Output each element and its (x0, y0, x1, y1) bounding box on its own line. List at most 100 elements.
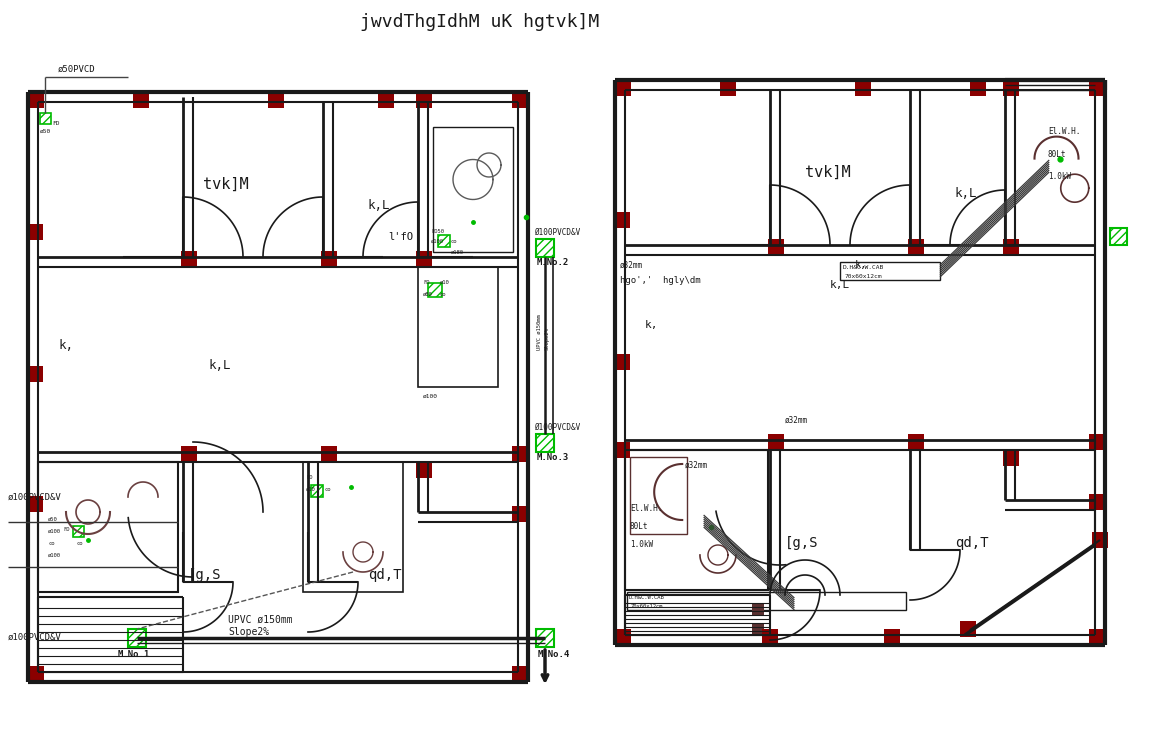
Bar (311, 485, 322, 497)
Text: hgo','  hgly\dm: hgo',' hgly\dm (619, 276, 701, 285)
Text: ø80: ø80 (423, 292, 433, 297)
Text: l'fO: l'fO (387, 232, 413, 242)
Bar (1089, 629, 1105, 645)
Text: co: co (48, 541, 55, 546)
Text: tvk]M: tvk]M (805, 165, 850, 180)
Text: jwvdThgIdhM uK hgtvk]M: jwvdThgIdhM uK hgtvk]M (360, 13, 600, 31)
Bar (27, 666, 44, 682)
Bar (614, 80, 631, 96)
Text: UPVC ø150mm: UPVC ø150mm (537, 314, 542, 349)
Bar (1092, 532, 1108, 548)
Bar (625, 450, 768, 590)
Bar (133, 92, 148, 108)
Text: ø10: ø10 (440, 280, 450, 285)
Bar (1003, 239, 1018, 255)
Text: k,: k, (58, 339, 73, 352)
Bar (768, 239, 784, 255)
Bar (27, 496, 43, 512)
Text: FD50: FD50 (432, 229, 444, 234)
Bar (512, 506, 528, 522)
Bar (39, 113, 51, 124)
Bar (614, 442, 630, 458)
Text: ø10: ø10 (306, 487, 316, 492)
Bar (512, 92, 529, 108)
Bar (970, 80, 986, 96)
Text: ø180: ø180 (451, 250, 464, 255)
Bar (438, 235, 450, 247)
Bar (416, 92, 432, 108)
Bar (416, 251, 432, 267)
Text: Ø100PVCD&V: Ø100PVCD&V (534, 423, 580, 432)
Bar (614, 354, 630, 370)
Bar (768, 434, 784, 450)
Text: 1.0kW: 1.0kW (1047, 172, 1071, 181)
Bar (512, 446, 528, 462)
Bar (27, 92, 44, 108)
Bar (321, 251, 338, 267)
Bar (428, 283, 442, 297)
Text: Ø100PVCD&V: Ø100PVCD&V (534, 228, 580, 237)
Text: 80Lt: 80Lt (630, 522, 648, 531)
Bar (960, 621, 976, 637)
Bar (512, 666, 529, 682)
Text: D.H&C.W.CAB: D.H&C.W.CAB (843, 265, 884, 270)
Text: ø32mm: ø32mm (785, 416, 809, 425)
Text: El.W.H.: El.W.H. (630, 504, 662, 513)
Bar (181, 251, 197, 267)
Bar (378, 92, 394, 108)
Text: k,: k, (645, 320, 659, 330)
Text: Slope2%: Slope2% (545, 327, 550, 349)
Text: El.W.H.: El.W.H. (1047, 127, 1080, 136)
Bar (1003, 450, 1018, 466)
Bar (536, 434, 554, 452)
Text: co: co (440, 292, 447, 297)
Bar (38, 462, 177, 592)
Bar (536, 239, 554, 257)
Bar (855, 80, 871, 96)
Text: qd,T: qd,T (955, 536, 988, 550)
Bar (1110, 228, 1128, 245)
Bar (27, 224, 43, 240)
Text: M.No.4: M.No.4 (538, 650, 571, 659)
Bar (752, 623, 764, 635)
Text: M.No.2: M.No.2 (537, 258, 570, 267)
Text: k,L: k,L (831, 280, 850, 290)
Text: M.No.1: M.No.1 (118, 650, 151, 659)
Text: 80Lt: 80Lt (1047, 149, 1066, 158)
Text: qd,T: qd,T (368, 568, 401, 582)
Bar (840, 262, 940, 280)
Text: FD: FD (423, 280, 429, 285)
Text: k,: k, (855, 260, 868, 270)
Text: [g,S: [g,S (785, 536, 819, 550)
Text: ø100PVCD&V: ø100PVCD&V (8, 633, 61, 642)
Text: M.No.3: M.No.3 (537, 453, 570, 462)
Bar (418, 267, 498, 387)
Bar (628, 592, 906, 610)
Text: k,L: k,L (208, 359, 231, 372)
Text: tvk]M: tvk]M (203, 177, 248, 192)
Text: [g,S: [g,S (188, 568, 222, 582)
Bar (1089, 80, 1105, 96)
Text: ø32mm: ø32mm (686, 461, 708, 470)
Bar (752, 603, 764, 615)
Text: UPVC ø150mm: UPVC ø150mm (229, 615, 292, 625)
Bar (908, 239, 925, 255)
Bar (181, 446, 197, 462)
Text: 70x60x12cm: 70x60x12cm (844, 274, 883, 279)
Text: FD: FD (63, 527, 70, 532)
Bar (614, 629, 631, 645)
Text: co: co (451, 239, 457, 244)
Text: D.H&C.W.CAB: D.H&C.W.CAB (629, 595, 665, 600)
Text: co: co (77, 541, 82, 546)
Text: FD: FD (52, 121, 59, 126)
Text: 1.0kW: 1.0kW (630, 540, 653, 549)
Text: 70x60x12cm: 70x60x12cm (631, 604, 664, 609)
Bar (614, 212, 630, 228)
Text: ø100PVCD&V: ø100PVCD&V (8, 493, 61, 502)
Bar (321, 446, 338, 462)
Bar (1089, 434, 1105, 450)
Bar (884, 629, 900, 645)
Text: ø32mm: ø32mm (619, 261, 643, 270)
Bar (27, 366, 43, 382)
Text: ø50: ø50 (48, 517, 58, 522)
